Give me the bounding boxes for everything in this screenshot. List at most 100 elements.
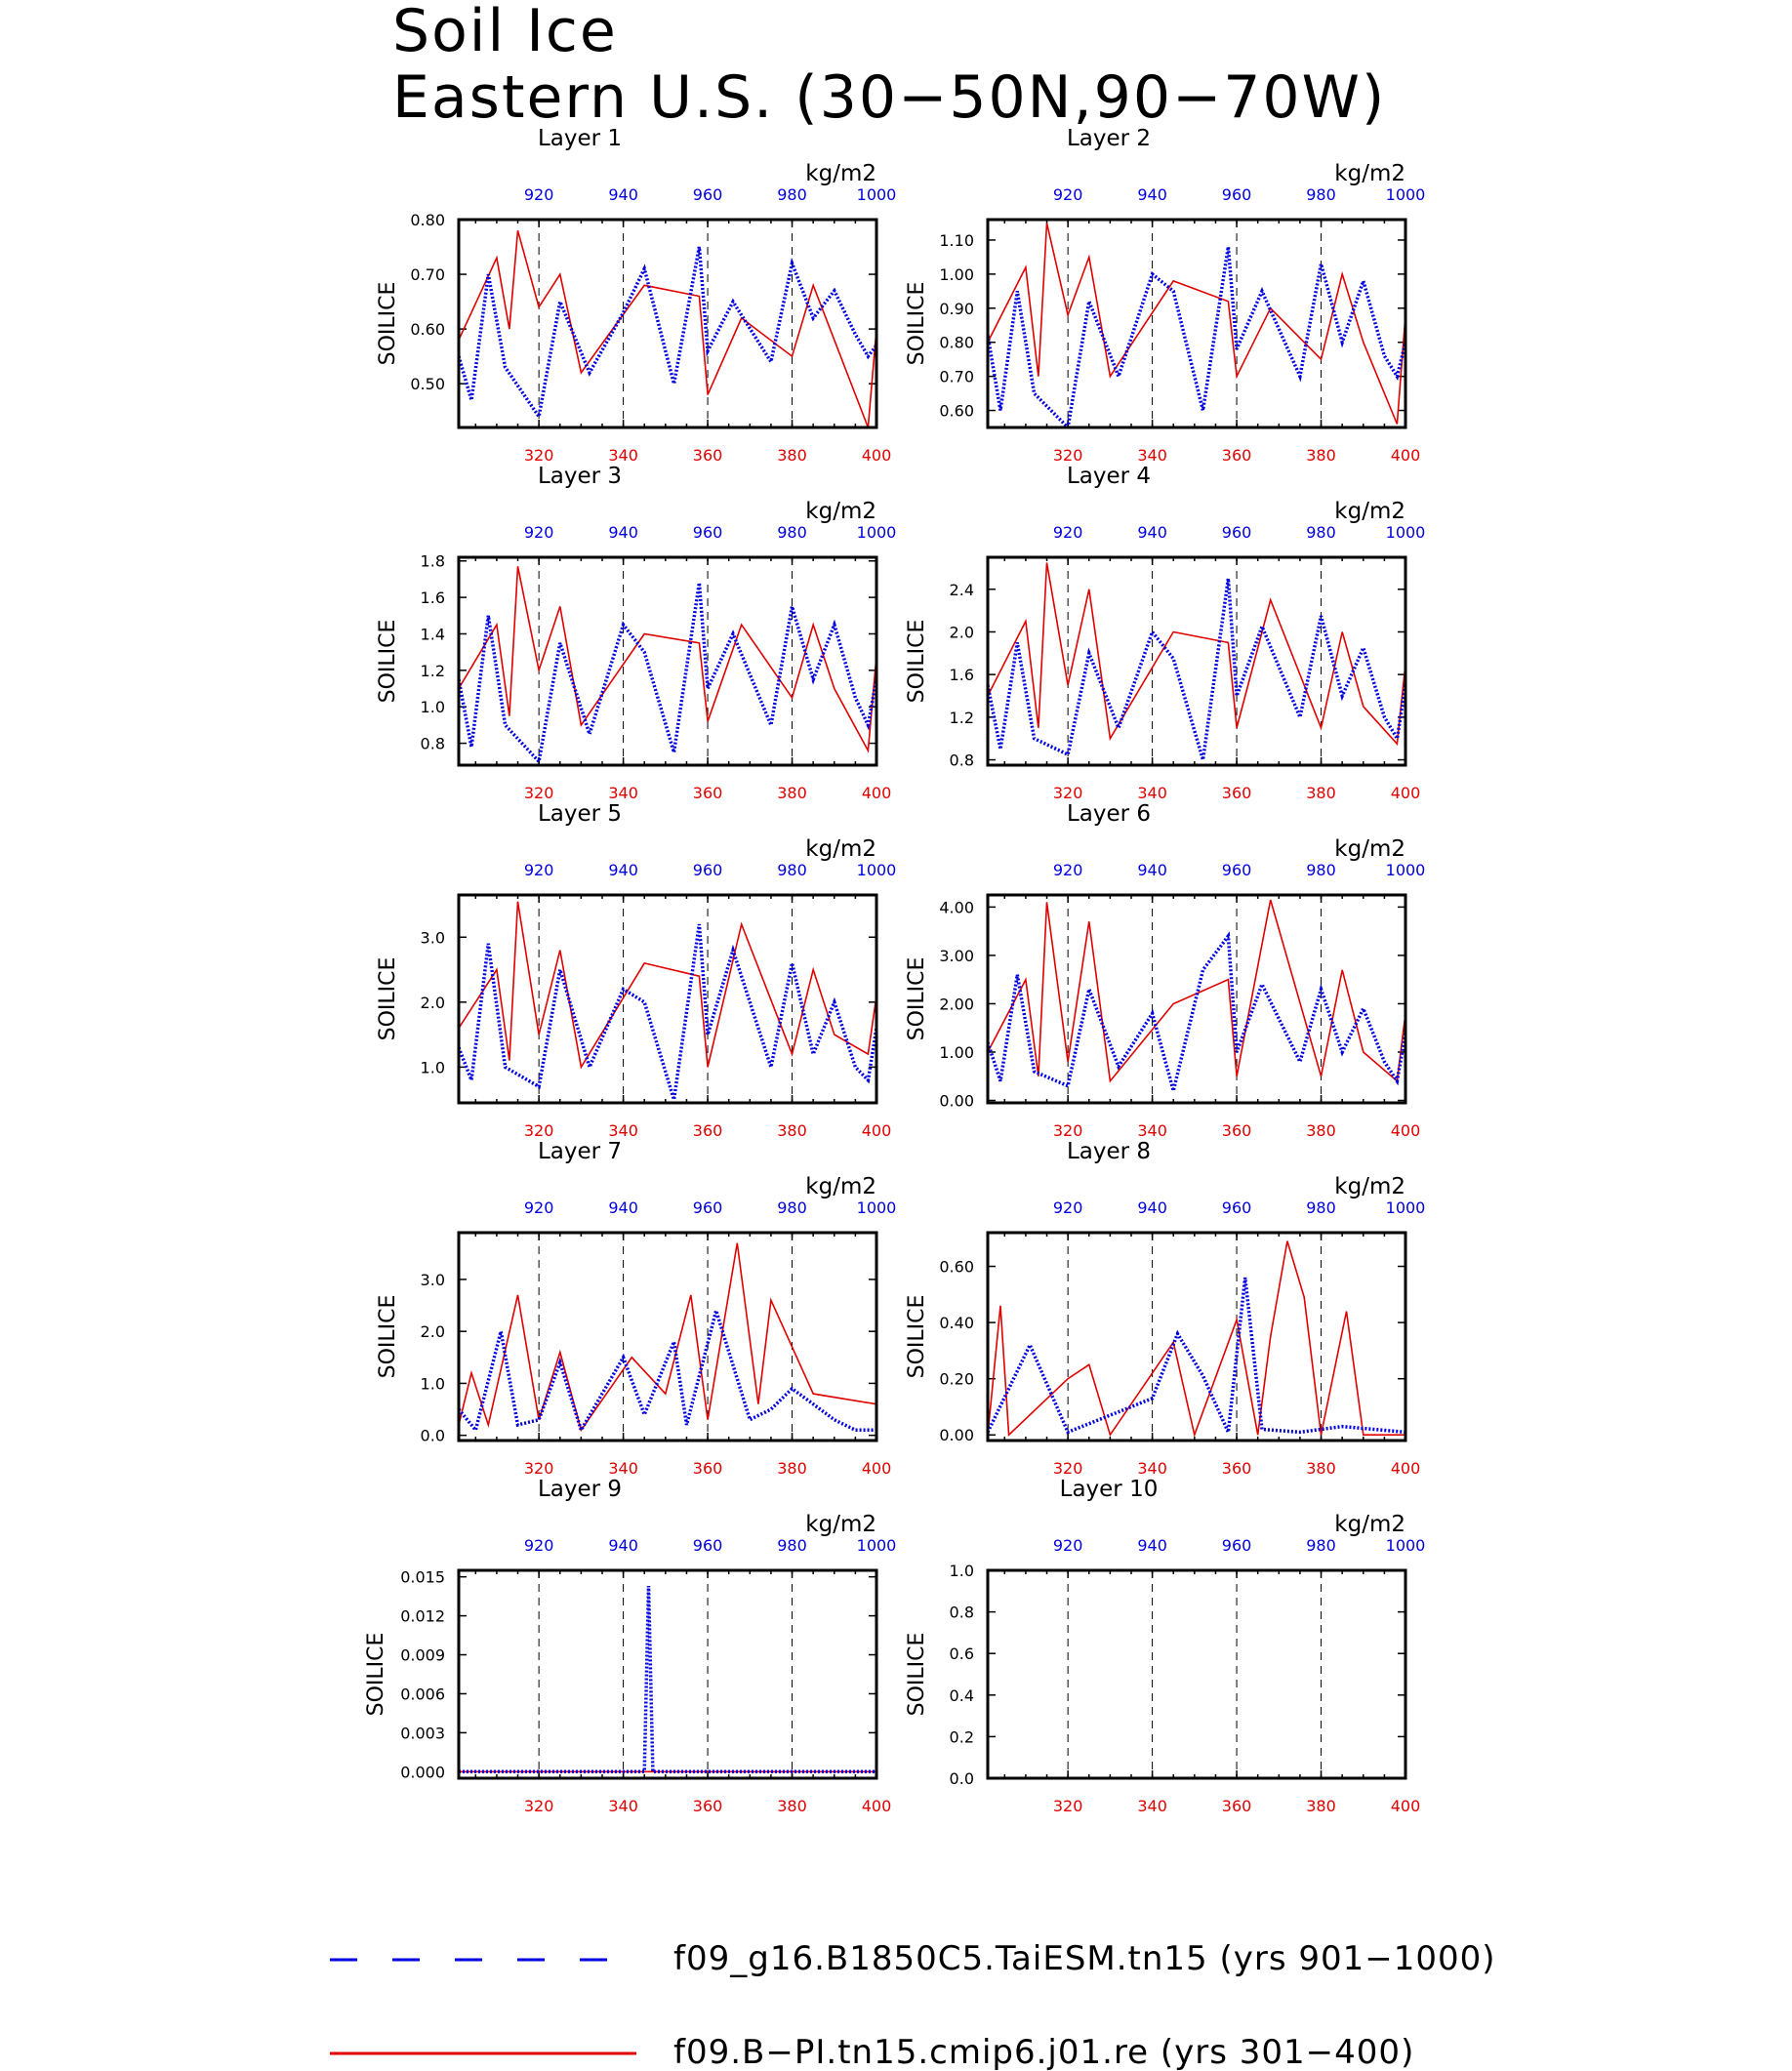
unit-label: kg/m2 [805,1174,876,1199]
series-line-blue [459,582,876,765]
x-top-tick-label: 960 [1222,185,1252,204]
y-tick-label: 0.00 [939,1426,974,1444]
x-bottom-tick-label: 360 [1222,784,1252,802]
plot-frame [457,1231,878,1442]
x-bottom-tick-label: 380 [1306,1121,1336,1140]
x-bottom-tick-label: 400 [862,446,892,465]
panel-layer-8: Layer 8 kg/m2 920 940 960 980 1000 320 340 360 380… [905,1139,1425,1478]
x-bottom-tick-label: 360 [1222,1121,1252,1140]
panel-layer-2: Layer 2 kg/m2 920 940 960 980 1000 320 340 360 380… [905,126,1425,465]
x-bottom-tick-label: 320 [1053,1459,1083,1478]
x-top-tick-label: 960 [1222,523,1252,542]
x-top-tick-label: 1000 [857,1198,897,1217]
panel-title: Layer 1 [538,126,622,151]
legend-blue-label: f09_g16.B1850C5.TaiESM.tn15 (yrs 901−100… [673,1939,1496,1978]
x-bottom-tick-label: 360 [693,1459,723,1478]
y-tick-label: 4.00 [939,898,974,916]
x-bottom-tick-label: 400 [1391,1121,1421,1140]
x-top-tick-label: 940 [608,1198,638,1217]
x-bottom-tick-label: 360 [693,784,723,802]
x-bottom-tick-label: 400 [862,784,892,802]
x-top-tick-label: 1000 [857,523,897,542]
x-bottom-tick-label: 340 [1137,1459,1167,1478]
series-line-red [459,1242,876,1433]
series-line-blue [459,923,876,1101]
y-tick-label: 0.006 [400,1685,445,1703]
x-top-tick-label: 940 [608,523,638,542]
panel-layer-3: Layer 3 kg/m2 920 940 960 980 1000 320 340 360 380… [376,464,896,802]
y-axis-label: SOILICE [376,282,400,366]
y-tick-label: 0.00 [939,1092,974,1111]
x-bottom-tick-label: 380 [1306,1797,1336,1815]
panel-title: Layer 6 [1067,801,1151,827]
x-bottom-tick-label: 340 [608,1459,638,1478]
plot-frame [986,1231,1407,1442]
panel-title: Layer 7 [538,1139,622,1164]
panel-title: Layer 4 [1067,464,1151,489]
x-bottom-tick-label: 340 [608,1121,638,1140]
x-top-tick-label: 1000 [1386,861,1426,879]
x-bottom-tick-label: 320 [524,1121,554,1140]
x-top-tick-label: 940 [1137,861,1167,879]
x-bottom-tick-label: 340 [608,446,638,465]
y-tick-label: 3.0 [421,928,445,947]
y-tick-label: 2.4 [950,581,974,599]
x-bottom-tick-label: 400 [1391,784,1421,802]
series-line-blue [988,578,1405,760]
x-top-tick-label: 920 [1053,185,1083,204]
x-bottom-tick-label: 400 [862,1121,892,1140]
x-top-tick-label: 960 [693,1198,723,1217]
y-tick-label: 0.60 [939,402,974,421]
y-tick-label: 0.003 [400,1724,445,1742]
x-top-tick-label: 980 [777,1536,807,1555]
unit-label: kg/m2 [1334,161,1405,186]
y-tick-label: 2.0 [950,623,974,641]
x-bottom-tick-label: 340 [608,784,638,802]
x-bottom-tick-label: 380 [777,1121,807,1140]
panel-layer-1: Layer 1 kg/m2 920 940 960 980 1000 320 340 360 380… [376,126,896,465]
x-bottom-tick-label: 360 [693,1797,723,1815]
panel-layer-7: Layer 7 kg/m2 920 940 960 980 1000 320 340 360 380… [376,1139,896,1478]
x-bottom-tick-label: 400 [1391,446,1421,465]
x-top-tick-label: 940 [608,1536,638,1555]
y-tick-label: 0.8 [950,1604,974,1622]
panel-title: Layer 10 [1060,1477,1159,1502]
plot-frame [986,555,1407,767]
x-bottom-tick-label: 380 [1306,784,1336,802]
y-tick-label: 0.012 [400,1607,445,1626]
y-tick-label: 2.00 [939,995,974,1013]
series-line-blue [988,246,1405,427]
panel-layer-6: Layer 6 kg/m2 920 940 960 980 1000 320 340 360 380… [905,801,1425,1140]
y-tick-label: 2.0 [421,994,445,1012]
x-bottom-tick-label: 320 [524,1459,554,1478]
unit-label: kg/m2 [805,836,876,862]
legend-red-label: f09.B−PI.tn15.cmip6.j01.re (yrs 301−400) [673,2033,1414,2071]
series-line-red [988,899,1405,1083]
x-bottom-tick-label: 380 [777,446,807,465]
x-top-tick-label: 960 [1222,861,1252,879]
x-top-tick-label: 940 [608,185,638,204]
y-tick-label: 0.50 [410,375,445,393]
x-top-tick-label: 920 [1053,1198,1083,1217]
x-bottom-tick-label: 400 [862,1797,892,1815]
x-bottom-tick-label: 360 [693,1121,723,1140]
chart-title-line1: Soil Ice [392,0,618,65]
y-axis-label: SOILICE [376,957,400,1041]
x-bottom-tick-label: 320 [1053,1121,1083,1140]
panel-layer-9: Layer 9 kg/m2 920 940 960 980 1000 320 340 360 380… [364,1477,896,1815]
series-line-red [988,562,1405,747]
x-top-tick-label: 980 [777,1198,807,1217]
y-tick-label: 0.6 [950,1645,974,1663]
y-tick-label: 1.0 [421,698,445,716]
x-bottom-tick-label: 380 [1306,446,1336,465]
y-tick-label: 0.20 [939,1370,974,1389]
x-bottom-tick-label: 340 [1137,1797,1167,1815]
y-tick-label: 0.70 [410,265,445,284]
x-top-tick-label: 920 [524,1198,554,1217]
y-tick-label: 1.00 [939,265,974,284]
x-top-tick-label: 940 [1137,1198,1167,1217]
x-top-tick-label: 960 [1222,1198,1252,1217]
x-top-tick-label: 960 [693,523,723,542]
x-bottom-tick-label: 360 [1222,1459,1252,1478]
